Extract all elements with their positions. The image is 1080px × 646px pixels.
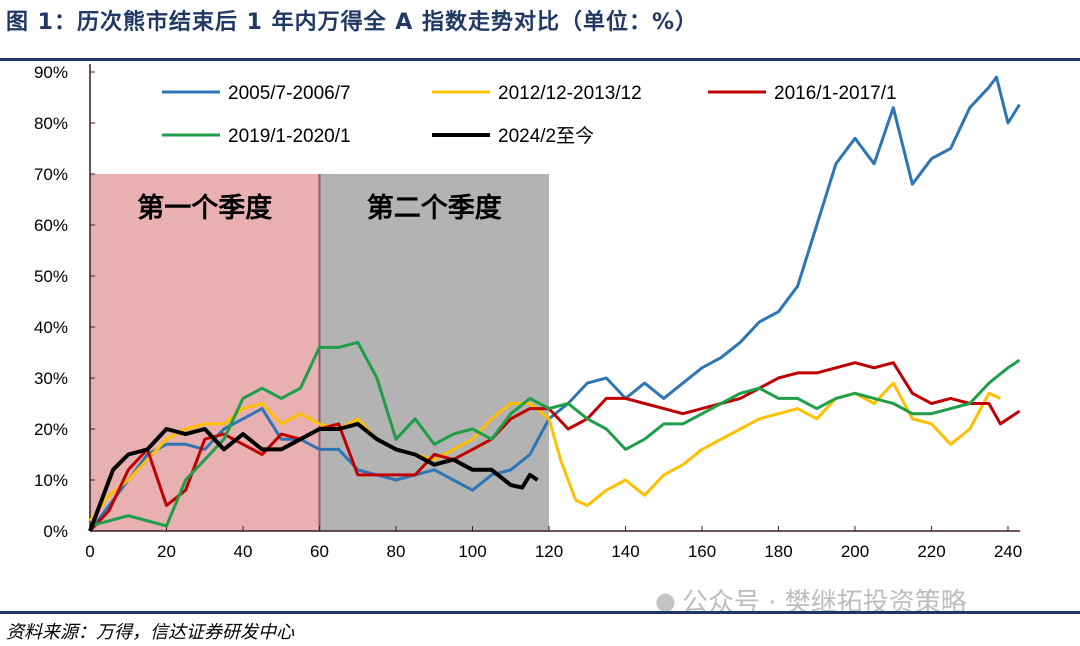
bottom-rule <box>0 611 1080 614</box>
region-2 <box>319 174 549 531</box>
x-tick-label: 180 <box>764 542 792 561</box>
wechat-icon: ● <box>655 586 676 615</box>
y-tick-label: 0% <box>43 522 68 541</box>
x-tick-label: 240 <box>994 542 1022 561</box>
y-tick-label: 60% <box>34 216 68 235</box>
x-tick-label: 40 <box>234 542 253 561</box>
legend-label: 2016/1-2017/1 <box>774 83 897 104</box>
y-tick-label: 80% <box>34 114 68 133</box>
x-tick-label: 120 <box>535 542 563 561</box>
x-tick-label: 200 <box>841 542 869 561</box>
y-tick-label: 90% <box>34 63 68 82</box>
region-label: 第一个季度 <box>137 192 272 224</box>
x-tick-label: 60 <box>310 542 329 561</box>
x-tick-label: 20 <box>157 542 176 561</box>
y-tick-label: 50% <box>34 267 68 286</box>
x-tick-label: 80 <box>387 542 406 561</box>
series-line-5 <box>88 421 539 532</box>
region-label: 第二个季度 <box>367 192 502 224</box>
y-tick-label: 40% <box>34 318 68 337</box>
source-note: 资料来源：万得，信达证券研发中心 <box>6 622 294 643</box>
x-tick-label: 220 <box>917 542 945 561</box>
x-tick-label: 140 <box>611 542 639 561</box>
legend-label: 2005/7-2006/7 <box>228 83 351 104</box>
legend-label: 2019/1-2020/1 <box>228 126 351 147</box>
legend-label: 2024/2至今 <box>498 125 594 147</box>
series-line-4 <box>89 340 1021 528</box>
legend-label: 2012/12-2013/12 <box>498 83 642 104</box>
y-tick-label: 20% <box>34 420 68 439</box>
series-line-3 <box>88 361 1021 533</box>
y-tick-label: 70% <box>34 165 68 184</box>
chart-title: 图 1：历次熊市结束后 1 年内万得全 A 指数走势对比（单位：%） <box>6 10 698 35</box>
x-tick-label: 100 <box>458 542 486 561</box>
x-tick-label: 0 <box>85 542 94 561</box>
top-rule <box>0 58 1080 61</box>
x-tick-label: 160 <box>688 542 716 561</box>
y-tick-label: 30% <box>34 369 68 388</box>
y-tick-label: 10% <box>34 471 68 490</box>
